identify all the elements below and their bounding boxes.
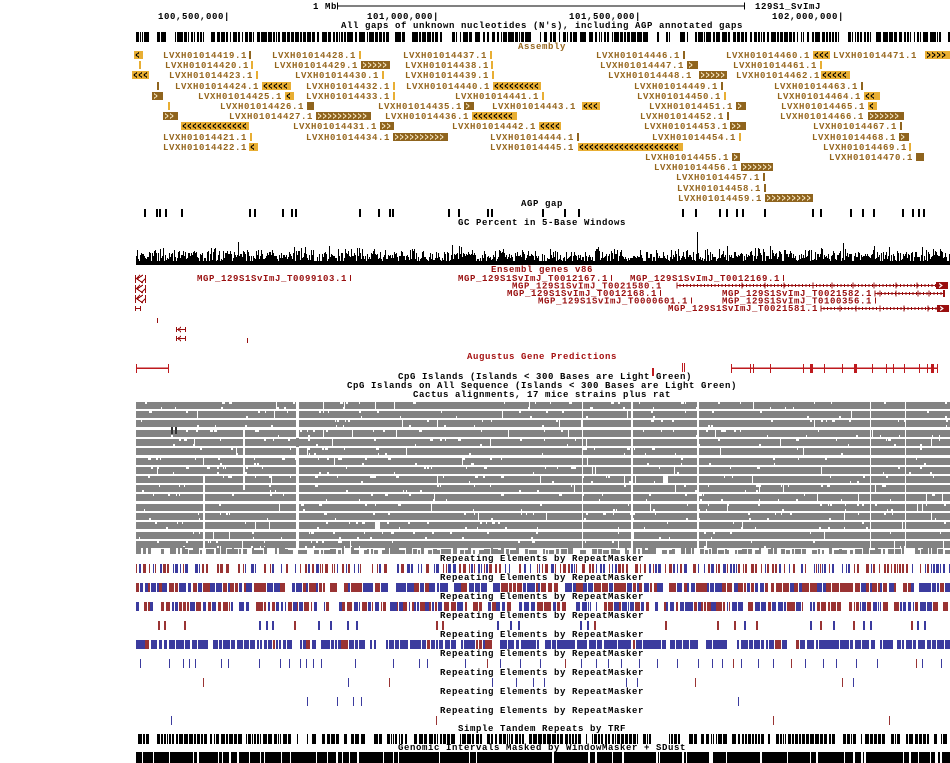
svg-text:LVXH01014438.1: LVXH01014438.1 bbox=[405, 61, 489, 71]
svg-text:Genomic Intervals Masked by Wi: Genomic Intervals Masked by WindowMasker… bbox=[398, 743, 686, 753]
svg-text:LVXH01014466.1: LVXH01014466.1 bbox=[780, 112, 864, 122]
svg-text:All gaps of unknown nucleotide: All gaps of unknown nucleotides (N's), i… bbox=[341, 21, 743, 31]
svg-text:Repeating Elements by RepeatMa: Repeating Elements by RepeatMasker bbox=[440, 630, 644, 640]
svg-text:LVXH01014432.1: LVXH01014432.1 bbox=[306, 82, 390, 92]
svg-text:LVXH01014467.1: LVXH01014467.1 bbox=[813, 122, 897, 132]
svg-text:LVXH01014442.1: LVXH01014442.1 bbox=[452, 122, 536, 132]
svg-text:LVXH01014462.1: LVXH01014462.1 bbox=[736, 71, 820, 81]
svg-text:LVXH01014447.1: LVXH01014447.1 bbox=[600, 61, 684, 71]
svg-text:LVXH01014450.1: LVXH01014450.1 bbox=[637, 92, 721, 102]
svg-text:GC Percent in 5-Base Windows: GC Percent in 5-Base Windows bbox=[458, 218, 626, 228]
svg-text:MGP_129S1SvImJ_T0099103.1: MGP_129S1SvImJ_T0099103.1 bbox=[197, 274, 347, 284]
svg-text:LVXH01014457.1: LVXH01014457.1 bbox=[676, 173, 760, 183]
svg-text:LVXH01014419.1: LVXH01014419.1 bbox=[163, 51, 247, 61]
svg-text:Repeating Elements by RepeatMa: Repeating Elements by RepeatMasker bbox=[440, 668, 644, 678]
svg-text:Simple Tandem Repeats by TRF: Simple Tandem Repeats by TRF bbox=[458, 724, 626, 734]
svg-text:102,000,000|: 102,000,000| bbox=[772, 12, 844, 22]
svg-text:LVXH01014443.1: LVXH01014443.1 bbox=[492, 102, 576, 112]
svg-text:LVXH01014468.1: LVXH01014468.1 bbox=[812, 133, 896, 143]
svg-text:LVXH01014426.1: LVXH01014426.1 bbox=[220, 102, 304, 112]
svg-text:LVXH01014437.1: LVXH01014437.1 bbox=[403, 51, 487, 61]
svg-text:LVXH01014446.1: LVXH01014446.1 bbox=[596, 51, 680, 61]
svg-text:MGP_129S1SvImJ_T0100356.1: MGP_129S1SvImJ_T0100356.1 bbox=[722, 297, 872, 307]
svg-text:LVXH01014458.1: LVXH01014458.1 bbox=[677, 184, 761, 194]
svg-text:LVXH01014422.1: LVXH01014422.1 bbox=[163, 143, 247, 153]
svg-text:LVXH01014421.1: LVXH01014421.1 bbox=[163, 133, 247, 143]
svg-text:Assembly: Assembly bbox=[518, 42, 566, 52]
svg-text:LVXH01014428.1: LVXH01014428.1 bbox=[272, 51, 356, 61]
svg-text:129S1_SvImJ: 129S1_SvImJ bbox=[755, 2, 821, 12]
svg-text:LVXH01014471.1: LVXH01014471.1 bbox=[833, 51, 917, 61]
svg-text:LVXH01014452.1: LVXH01014452.1 bbox=[640, 112, 724, 122]
svg-text:LVXH01014436.1: LVXH01014436.1 bbox=[385, 112, 469, 122]
svg-text:LVXH01014461.1: LVXH01014461.1 bbox=[733, 61, 817, 71]
svg-text:1 Mb: 1 Mb bbox=[313, 2, 337, 12]
svg-text:Repeating Elements by RepeatMa: Repeating Elements by RepeatMasker bbox=[440, 706, 644, 716]
svg-text:LVXH01014463.1: LVXH01014463.1 bbox=[774, 82, 858, 92]
svg-text:LVXH01014439.1: LVXH01014439.1 bbox=[405, 71, 489, 81]
svg-text:LVXH01014445.1: LVXH01014445.1 bbox=[490, 143, 574, 153]
svg-text:MGP_129S1SvImJ_T0021580.1: MGP_129S1SvImJ_T0021580.1 bbox=[512, 282, 662, 292]
svg-text:MGP_129S1SvImJ_T0012169.1: MGP_129S1SvImJ_T0012169.1 bbox=[630, 274, 780, 284]
svg-text:Augustus Gene Predictions: Augustus Gene Predictions bbox=[467, 352, 617, 362]
svg-text:Repeating Elements by RepeatMa: Repeating Elements by RepeatMasker bbox=[440, 611, 644, 621]
svg-text:LVXH01014429.1: LVXH01014429.1 bbox=[274, 61, 358, 71]
svg-text:Repeating Elements by RepeatMa: Repeating Elements by RepeatMasker bbox=[440, 649, 644, 659]
svg-text:MGP_129S1SvImJ_T0021581.1: MGP_129S1SvImJ_T0021581.1 bbox=[668, 304, 818, 314]
svg-text:101,500,000|: 101,500,000| bbox=[569, 12, 641, 22]
svg-text:MGP_129S1SvImJ_T0021582.1: MGP_129S1SvImJ_T0021582.1 bbox=[722, 289, 872, 299]
svg-text:Repeating Elements by RepeatMa: Repeating Elements by RepeatMasker bbox=[440, 573, 644, 583]
svg-text:LVXH01014469.1: LVXH01014469.1 bbox=[823, 143, 907, 153]
svg-text:LVXH01014441.1: LVXH01014441.1 bbox=[455, 92, 539, 102]
svg-text:LVXH01014440.1: LVXH01014440.1 bbox=[406, 82, 490, 92]
svg-text:CpG Islands on All Sequence (I: CpG Islands on All Sequence (Islands < 3… bbox=[347, 381, 737, 391]
svg-text:LVXH01014455.1: LVXH01014455.1 bbox=[645, 153, 729, 163]
svg-text:LVXH01014433.1: LVXH01014433.1 bbox=[306, 92, 390, 102]
svg-text:LVXH01014430.1: LVXH01014430.1 bbox=[295, 71, 379, 81]
svg-text:LVXH01014423.1: LVXH01014423.1 bbox=[169, 71, 253, 81]
svg-text:Repeating Elements by RepeatMa: Repeating Elements by RepeatMasker bbox=[440, 554, 644, 564]
svg-text:LVXH01014444.1: LVXH01014444.1 bbox=[490, 133, 574, 143]
svg-text:LVXH01014424.1: LVXH01014424.1 bbox=[175, 82, 259, 92]
svg-text:AGP gap: AGP gap bbox=[521, 199, 563, 209]
svg-text:MGP_129S1SvImJ_T0012168.1: MGP_129S1SvImJ_T0012168.1 bbox=[507, 289, 657, 299]
svg-text:LVXH01014460.1: LVXH01014460.1 bbox=[726, 51, 810, 61]
svg-text:LVXH01014459.1: LVXH01014459.1 bbox=[678, 194, 762, 204]
svg-text:Ensembl genes v86: Ensembl genes v86 bbox=[491, 265, 593, 275]
svg-text:LVXH01014453.1: LVXH01014453.1 bbox=[644, 122, 728, 132]
svg-text:LVXH01014451.1: LVXH01014451.1 bbox=[649, 102, 733, 112]
svg-text:LVXH01014449.1: LVXH01014449.1 bbox=[634, 82, 718, 92]
svg-text:Repeating Elements by RepeatMa: Repeating Elements by RepeatMasker bbox=[440, 687, 644, 697]
svg-text:LVXH01014425.1: LVXH01014425.1 bbox=[198, 92, 282, 102]
svg-text:Repeating Elements by RepeatMa: Repeating Elements by RepeatMasker bbox=[440, 592, 644, 602]
svg-text:Cactus alignments, 17 mice str: Cactus alignments, 17 mice strains plus … bbox=[413, 390, 671, 400]
svg-text:LVXH01014420.1: LVXH01014420.1 bbox=[165, 61, 249, 71]
svg-text:LVXH01014465.1: LVXH01014465.1 bbox=[781, 102, 865, 112]
svg-text:LVXH01014454.1: LVXH01014454.1 bbox=[652, 133, 736, 143]
svg-text:LVXH01014456.1: LVXH01014456.1 bbox=[654, 163, 738, 173]
svg-text:CpG Islands (Islands < 300 Bas: CpG Islands (Islands < 300 Bases are Lig… bbox=[398, 372, 692, 382]
svg-text:LVXH01014431.1: LVXH01014431.1 bbox=[293, 122, 377, 132]
svg-text:MGP_129S1SvImJ_T0000601.1: MGP_129S1SvImJ_T0000601.1 bbox=[538, 297, 688, 307]
svg-text:MGP_129S1SvImJ_T0012167.1: MGP_129S1SvImJ_T0012167.1 bbox=[458, 274, 608, 284]
svg-text:100,500,000|: 100,500,000| bbox=[158, 12, 230, 22]
svg-text:101,000,000|: 101,000,000| bbox=[367, 12, 439, 22]
svg-text:LVXH01014470.1: LVXH01014470.1 bbox=[829, 153, 913, 163]
svg-text:LVXH01014435.1: LVXH01014435.1 bbox=[378, 102, 462, 112]
svg-text:LVXH01014434.1: LVXH01014434.1 bbox=[306, 133, 390, 143]
svg-text:LVXH01014448.1: LVXH01014448.1 bbox=[608, 71, 692, 81]
svg-text:LVXH01014427.1: LVXH01014427.1 bbox=[229, 112, 313, 122]
svg-text:LVXH01014464.1: LVXH01014464.1 bbox=[777, 92, 861, 102]
